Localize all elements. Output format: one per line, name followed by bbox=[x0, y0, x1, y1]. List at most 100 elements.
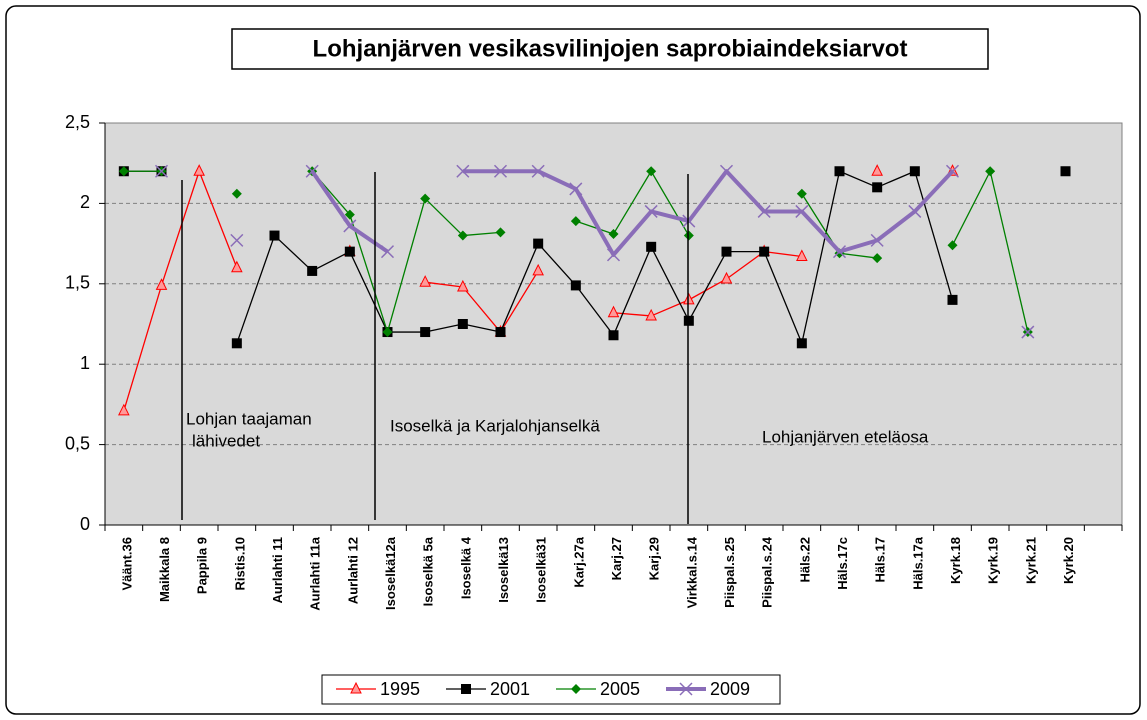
marker bbox=[679, 682, 693, 696]
legend-label: 2001 bbox=[490, 679, 530, 699]
x-tick-label: Karj.27 bbox=[609, 537, 624, 580]
marker bbox=[872, 182, 883, 193]
marker bbox=[456, 164, 470, 178]
x-tick-label: Isoselkä13 bbox=[496, 537, 511, 603]
marker bbox=[231, 338, 242, 349]
marker bbox=[871, 164, 883, 176]
marker bbox=[420, 327, 431, 338]
series-line bbox=[425, 270, 539, 333]
plot: 0 0,5 1 1,5 2 2,5 Väänt.36 Maikkala 8 Pappila 9 R… bbox=[65, 112, 1123, 611]
marker bbox=[870, 233, 884, 247]
marker bbox=[1021, 325, 1035, 339]
x-tick-label: Isoselkä31 bbox=[534, 537, 549, 603]
x-tick-label: Ristis.10 bbox=[232, 537, 247, 590]
marker bbox=[343, 219, 357, 233]
marker bbox=[569, 182, 583, 196]
marker bbox=[720, 271, 733, 284]
x-tick-label: Virkkal.s.14 bbox=[684, 536, 699, 608]
series-line bbox=[236, 170, 954, 344]
marker bbox=[683, 315, 694, 326]
marker bbox=[382, 327, 393, 338]
x-tick-label: Isoselkä12a bbox=[383, 536, 398, 610]
annotation: Lohjan taajaman bbox=[186, 409, 312, 428]
x-tick-label: Piispal.s.24 bbox=[760, 536, 775, 608]
annotation: Isoselkä ja Karjalohjanselkä bbox=[390, 416, 600, 435]
x-tick-label: Karj.27a bbox=[571, 536, 586, 587]
marker bbox=[493, 164, 508, 178]
x-tick-label: Kyrk.21 bbox=[1023, 537, 1038, 584]
marker bbox=[608, 330, 619, 341]
marker bbox=[985, 166, 996, 177]
marker bbox=[531, 164, 545, 178]
x-tick-label: Aurlahti 11 bbox=[270, 537, 285, 603]
x-tick-label: Aurlahti 12 bbox=[345, 537, 360, 604]
marker bbox=[909, 166, 920, 177]
series bbox=[118, 164, 959, 416]
series-line bbox=[575, 170, 690, 236]
marker bbox=[644, 204, 658, 218]
marker bbox=[796, 188, 807, 199]
title-box bbox=[231, 28, 989, 70]
x-tick-label: Piispal.s.25 bbox=[722, 537, 737, 608]
marker bbox=[457, 230, 468, 241]
x-tick-label: Pappila 9 bbox=[195, 537, 210, 594]
y-tick-label: 0,5 bbox=[65, 433, 90, 453]
marker bbox=[832, 245, 847, 259]
marker bbox=[606, 248, 621, 262]
y-tick-label: 2,5 bbox=[65, 112, 90, 132]
series bbox=[154, 164, 1035, 339]
legend-label: 2009 bbox=[710, 679, 750, 699]
marker bbox=[380, 245, 395, 259]
series-line bbox=[613, 250, 802, 317]
legend-label: 2005 bbox=[600, 679, 640, 699]
x-tick-label: Häls.17c bbox=[835, 537, 850, 590]
x-tick-label: Kyrk.18 bbox=[948, 537, 963, 584]
marker bbox=[947, 240, 958, 251]
plot-area bbox=[104, 122, 1123, 526]
annotation: Lohjanjärven eteläosa bbox=[762, 427, 929, 446]
marker bbox=[570, 216, 581, 227]
marker bbox=[1060, 166, 1071, 177]
marker bbox=[719, 164, 734, 178]
marker bbox=[269, 230, 280, 241]
marker bbox=[305, 164, 319, 178]
marker bbox=[757, 204, 771, 218]
marker bbox=[118, 403, 130, 416]
series-line bbox=[311, 170, 501, 333]
marker bbox=[231, 260, 243, 273]
marker bbox=[350, 681, 362, 694]
x-tick-label: Isoselkä 4 bbox=[458, 536, 473, 599]
marker bbox=[461, 684, 471, 694]
x-tick-label: Isoselkä 5a bbox=[421, 536, 436, 606]
marker bbox=[457, 279, 469, 292]
marker bbox=[344, 209, 355, 220]
x-tick-label: Häls.17 bbox=[873, 537, 888, 583]
x-tick-label: Häls.22 bbox=[797, 537, 812, 583]
x-tick-label: Väänt.36 bbox=[119, 537, 134, 590]
marker bbox=[683, 292, 695, 305]
marker bbox=[646, 166, 657, 177]
x-tick-label: Maikkala 8 bbox=[157, 537, 172, 602]
x-tick-label: Häls.17a bbox=[910, 536, 925, 590]
marker bbox=[947, 294, 958, 305]
marker bbox=[118, 166, 129, 177]
marker bbox=[683, 230, 694, 241]
y-tick-label: 1 bbox=[80, 353, 90, 373]
marker bbox=[646, 241, 657, 252]
marker bbox=[344, 246, 355, 257]
series-line bbox=[462, 169, 954, 257]
chart-title: Lohjanjärven vesikasvilinjojen saprobiai… bbox=[313, 35, 908, 62]
marker bbox=[307, 265, 318, 276]
marker bbox=[834, 166, 845, 177]
marker bbox=[796, 338, 807, 349]
marker bbox=[231, 188, 242, 199]
annotation: lähivedet bbox=[192, 431, 260, 450]
legend-label: 1995 bbox=[380, 679, 420, 699]
x-tick-label: Karj.29 bbox=[647, 537, 662, 580]
y-tick-label: 0 bbox=[80, 514, 90, 534]
y-tick-label: 1,5 bbox=[65, 273, 90, 293]
x-tick-label: Aurlahti 11a bbox=[308, 536, 323, 610]
marker bbox=[908, 204, 922, 218]
